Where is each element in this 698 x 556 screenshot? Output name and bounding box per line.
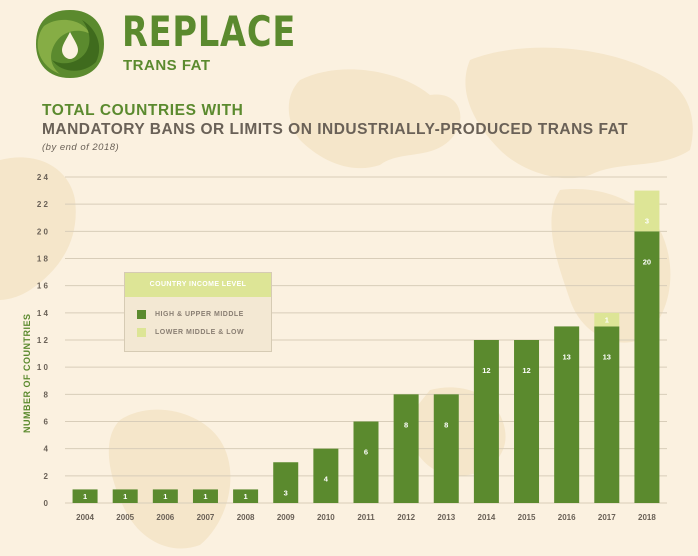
y-tick-label: 2 4 xyxy=(37,173,49,182)
bar-2017-series-1 xyxy=(594,312,620,327)
data-label-2016-series-0: 13 xyxy=(562,352,570,361)
y-tick-label: 2 xyxy=(44,472,49,481)
data-label-2010-series-0: 4 xyxy=(324,475,329,484)
y-tick-label: 1 6 xyxy=(37,282,49,291)
bar-2016-series-0 xyxy=(554,326,580,503)
y-tick-label: 4 xyxy=(44,445,49,454)
y-tick-label: 0 xyxy=(44,499,49,508)
data-label-2017-series-1: 1 xyxy=(605,316,609,325)
bar-2012-series-0 xyxy=(393,394,419,503)
x-tick-label-2007: 2007 xyxy=(197,513,215,522)
data-label-2011-series-0: 6 xyxy=(364,448,368,457)
bar-2008-series-0 xyxy=(233,489,259,503)
data-label-2018-series-1: 3 xyxy=(645,217,649,226)
data-label-2015-series-0: 12 xyxy=(522,366,530,375)
data-label-2018-series-0: 20 xyxy=(643,257,651,266)
data-label-2005-series-0: 1 xyxy=(123,492,127,501)
bar-2009-series-0 xyxy=(273,462,299,503)
legend-label-lower-middle-low: LOWER MIDDLE & LOW xyxy=(155,328,245,336)
bar-2007-series-0 xyxy=(192,489,218,503)
x-tick-label-2009: 2009 xyxy=(277,513,295,522)
legend-item-high-upper-middle: HIGH & UPPER MIDDLE xyxy=(137,308,244,320)
bar-2011-series-0 xyxy=(353,421,379,503)
bar-2018-series-1 xyxy=(634,190,660,232)
bar-2010-series-0 xyxy=(313,448,339,503)
data-label-2004-series-0: 1 xyxy=(83,492,87,501)
chart-title-line2: MANDATORY BANS OR LIMITS ON INDUSTRIALLY… xyxy=(42,121,629,138)
y-tick-label: 1 0 xyxy=(37,363,49,372)
legend: COUNTRY INCOME LEVEL HIGH & UPPER MIDDLE… xyxy=(124,272,272,352)
data-label-2009-series-0: 3 xyxy=(284,488,288,497)
legend-title: COUNTRY INCOME LEVEL xyxy=(125,273,271,297)
bar-2006-series-0 xyxy=(152,489,178,503)
x-tick-label-2015: 2015 xyxy=(518,513,536,522)
x-tick-label-2004: 2004 xyxy=(76,513,94,522)
x-tick-label-2016: 2016 xyxy=(558,513,576,522)
legend-swatch-high-upper-middle xyxy=(137,309,146,319)
y-tick-label: 1 4 xyxy=(37,309,49,318)
y-tick-label: 1 2 xyxy=(37,336,49,345)
y-tick-label: 8 xyxy=(44,390,49,399)
brand-name: REPLACE xyxy=(122,7,297,56)
bar-2015-series-0 xyxy=(514,340,540,503)
legend-label-high-upper-middle: HIGH & UPPER MIDDLE xyxy=(155,310,244,318)
bar-2004-series-0 xyxy=(72,489,98,503)
data-label-2007-series-0: 1 xyxy=(203,492,207,501)
bar-2005-series-0 xyxy=(112,489,138,503)
y-tick-label: 6 xyxy=(44,418,49,427)
x-tick-label-2018: 2018 xyxy=(638,513,656,522)
data-label-2006-series-0: 1 xyxy=(163,492,167,501)
y-tick-label: 2 0 xyxy=(37,227,49,236)
legend-swatch-lower-middle-low xyxy=(137,327,146,337)
x-tick-label-2010: 2010 xyxy=(317,513,335,522)
oil-drop-logo-icon xyxy=(36,10,104,78)
bar-2014-series-0 xyxy=(473,340,499,503)
chart-title: TOTAL COUNTRIES WITH xyxy=(42,102,244,119)
bar-2018-series-0 xyxy=(634,231,660,504)
x-tick-label-2013: 2013 xyxy=(437,513,455,522)
x-tick-label-2005: 2005 xyxy=(116,513,134,522)
chart-subtitle: (by end of 2018) xyxy=(42,142,120,153)
data-label-2012-series-0: 8 xyxy=(404,420,408,429)
x-tick-label-2006: 2006 xyxy=(156,513,174,522)
legend-item-lower-middle-low: LOWER MIDDLE & LOW xyxy=(137,326,244,338)
x-tick-label-2008: 2008 xyxy=(237,513,255,522)
x-tick-label-2012: 2012 xyxy=(397,513,415,522)
brand-subtitle: TRANS FAT xyxy=(123,57,211,74)
y-tick-label: 2 2 xyxy=(37,200,49,209)
bar-2013-series-0 xyxy=(433,394,459,503)
data-label-2013-series-0: 8 xyxy=(444,420,448,429)
x-tick-label-2011: 2011 xyxy=(357,513,375,522)
data-label-2017-series-0: 13 xyxy=(603,352,611,361)
data-label-2014-series-0: 12 xyxy=(482,366,490,375)
x-tick-label-2014: 2014 xyxy=(478,513,496,522)
y-tick-label: 1 8 xyxy=(37,255,49,264)
data-label-2008-series-0: 1 xyxy=(244,492,248,501)
bar-2017-series-0 xyxy=(594,326,620,503)
x-tick-label-2017: 2017 xyxy=(598,513,616,522)
